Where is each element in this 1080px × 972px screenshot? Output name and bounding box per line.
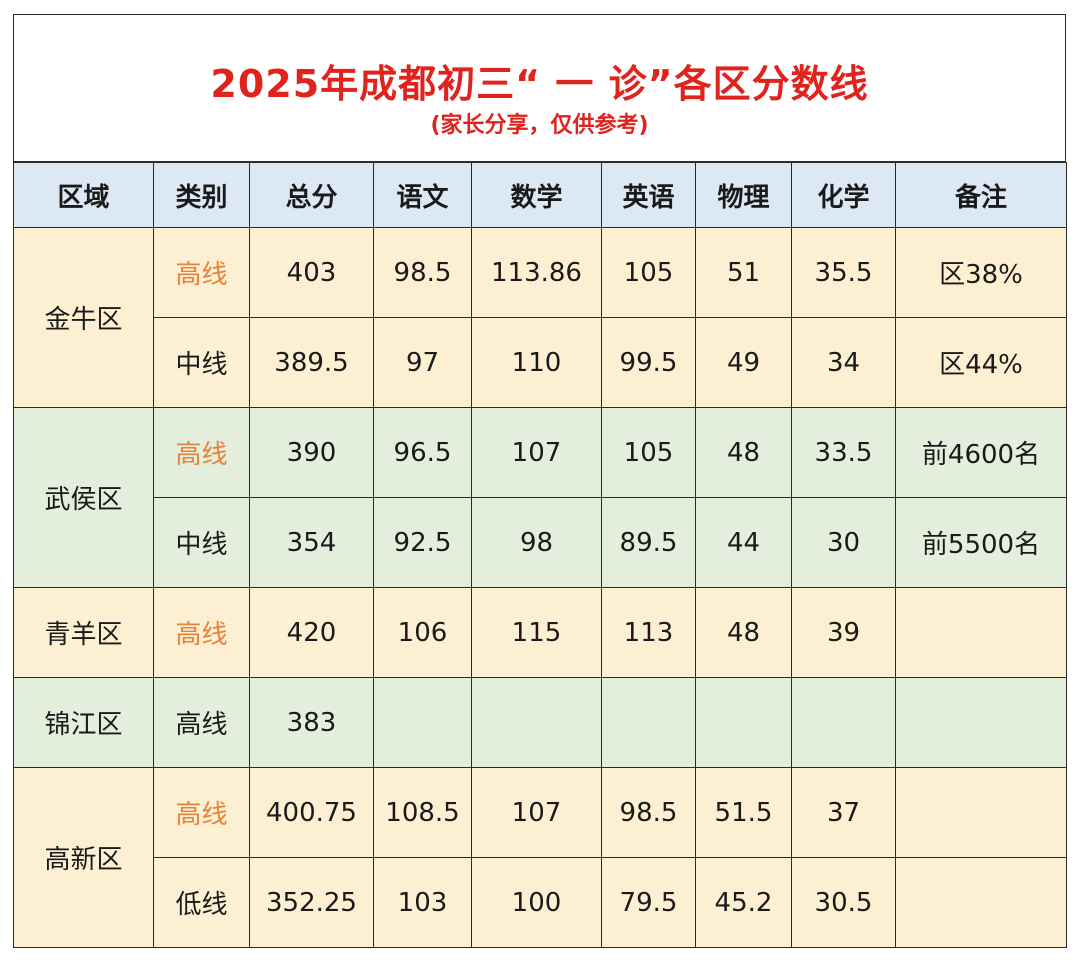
physics-cell bbox=[695, 677, 792, 768]
english-cell: 79.5 bbox=[601, 857, 696, 948]
total-cell: 420 bbox=[249, 587, 374, 678]
district-cell: 青羊区 bbox=[13, 587, 154, 678]
note-cell: 区38% bbox=[895, 227, 1067, 318]
district-cell: 金牛区 bbox=[13, 227, 154, 408]
header-type: 类别 bbox=[153, 162, 250, 228]
table-row: 青羊区 高线 420 106 115 113 48 39 bbox=[13, 587, 1067, 678]
chemistry-cell: 33.5 bbox=[791, 407, 896, 498]
page-title: 2025年成都初三“ 一 诊”各区分数线 bbox=[210, 62, 869, 106]
math-cell: 110 bbox=[471, 317, 602, 408]
type-cell: 高线 bbox=[153, 767, 250, 858]
header-district: 区域 bbox=[13, 162, 154, 228]
math-cell: 98 bbox=[471, 497, 602, 588]
physics-cell: 45.2 bbox=[695, 857, 792, 948]
english-cell: 105 bbox=[601, 407, 696, 498]
chemistry-cell: 30.5 bbox=[791, 857, 896, 948]
table-row: 低线 352.25 103 100 79.5 45.2 30.5 bbox=[14, 857, 1067, 948]
header-english: 英语 bbox=[601, 162, 696, 228]
district-cell: 锦江区 bbox=[13, 677, 154, 768]
note-cell: 前4600名 bbox=[895, 407, 1067, 498]
type-cell: 高线 bbox=[153, 407, 250, 498]
page-subtitle: (家长分享，仅供参考) bbox=[430, 113, 649, 138]
header-math: 数学 bbox=[471, 162, 602, 228]
chinese-cell: 96.5 bbox=[373, 407, 472, 498]
chinese-cell: 108.5 bbox=[373, 767, 472, 858]
english-cell: 89.5 bbox=[601, 497, 696, 588]
total-cell: 389.5 bbox=[249, 317, 374, 408]
english-cell: 98.5 bbox=[601, 767, 696, 858]
chemistry-cell: 35.5 bbox=[791, 227, 896, 318]
total-cell: 352.25 bbox=[249, 857, 374, 948]
header-row: 区域 类别 总分 语文 数学 英语 物理 化学 备注 bbox=[13, 162, 1067, 228]
physics-cell: 51.5 bbox=[695, 767, 792, 858]
chemistry-cell: 37 bbox=[791, 767, 896, 858]
math-cell: 107 bbox=[471, 767, 602, 858]
math-cell: 107 bbox=[471, 407, 602, 498]
physics-cell: 49 bbox=[695, 317, 792, 408]
total-cell: 354 bbox=[249, 497, 374, 588]
physics-cell: 44 bbox=[695, 497, 792, 588]
total-cell: 390 bbox=[249, 407, 374, 498]
chinese-cell: 92.5 bbox=[373, 497, 472, 588]
type-cell: 低线 bbox=[153, 857, 250, 948]
math-cell: 115 bbox=[471, 587, 602, 678]
math-cell: 113.86 bbox=[471, 227, 602, 318]
score-table: 区域 类别 总分 语文 数学 英语 物理 化学 备注 金牛区 高线 403 98… bbox=[13, 162, 1067, 948]
type-cell: 中线 bbox=[153, 497, 250, 588]
physics-cell: 51 bbox=[695, 227, 792, 318]
table-row: 锦江区 高线 383 bbox=[13, 677, 1067, 768]
chemistry-cell: 30 bbox=[791, 497, 896, 588]
chemistry-cell: 34 bbox=[791, 317, 896, 408]
chemistry-cell: 39 bbox=[791, 587, 896, 678]
total-cell: 400.75 bbox=[249, 767, 374, 858]
header-chemistry: 化学 bbox=[791, 162, 896, 228]
note-cell: 区44% bbox=[895, 317, 1067, 408]
district-cell: 武侯区 bbox=[13, 407, 154, 588]
type-cell: 高线 bbox=[153, 227, 250, 318]
type-cell: 中线 bbox=[153, 317, 250, 408]
math-cell: 100 bbox=[471, 857, 602, 948]
physics-cell: 48 bbox=[695, 407, 792, 498]
note-cell bbox=[895, 587, 1067, 678]
table-row: 中线 389.5 97 110 99.5 49 34 区44% bbox=[14, 317, 1067, 408]
english-cell: 105 bbox=[601, 227, 696, 318]
english-cell: 99.5 bbox=[601, 317, 696, 408]
header-note: 备注 bbox=[895, 162, 1067, 228]
table-row: 高新区 高线 400.75 108.5 107 98.5 51.5 37 bbox=[13, 767, 1067, 948]
type-cell: 高线 bbox=[153, 677, 250, 768]
chinese-cell: 98.5 bbox=[373, 227, 472, 318]
physics-cell: 48 bbox=[695, 587, 792, 678]
chinese-cell bbox=[373, 677, 472, 768]
total-cell: 383 bbox=[249, 677, 374, 768]
english-cell bbox=[601, 677, 696, 768]
district-cell: 高新区 bbox=[13, 767, 154, 948]
type-cell: 高线 bbox=[153, 587, 250, 678]
title-box: 2025年成都初三“ 一 诊”各区分数线 (家长分享，仅供参考) bbox=[13, 14, 1066, 162]
header-physics: 物理 bbox=[695, 162, 792, 228]
total-cell: 403 bbox=[249, 227, 374, 318]
table-row: 武侯区 高线 390 96.5 107 105 48 33.5 前4600名 bbox=[13, 407, 1067, 588]
note-cell bbox=[895, 677, 1067, 768]
table-row: 中线 354 92.5 98 89.5 44 30 前5500名 bbox=[14, 497, 1067, 588]
score-sheet: 2025年成都初三“ 一 诊”各区分数线 (家长分享，仅供参考) 区域 类别 总… bbox=[13, 14, 1067, 957]
table-row: 金牛区 高线 403 98.5 113.86 105 51 35.5 区38% bbox=[13, 227, 1067, 408]
english-cell: 113 bbox=[601, 587, 696, 678]
chinese-cell: 106 bbox=[373, 587, 472, 678]
math-cell bbox=[471, 677, 602, 768]
chemistry-cell bbox=[791, 677, 896, 768]
header-total: 总分 bbox=[249, 162, 374, 228]
note-cell bbox=[895, 857, 1067, 948]
note-cell bbox=[895, 767, 1067, 858]
note-cell: 前5500名 bbox=[895, 497, 1067, 588]
chinese-cell: 97 bbox=[373, 317, 472, 408]
header-chinese: 语文 bbox=[373, 162, 472, 228]
chinese-cell: 103 bbox=[373, 857, 472, 948]
